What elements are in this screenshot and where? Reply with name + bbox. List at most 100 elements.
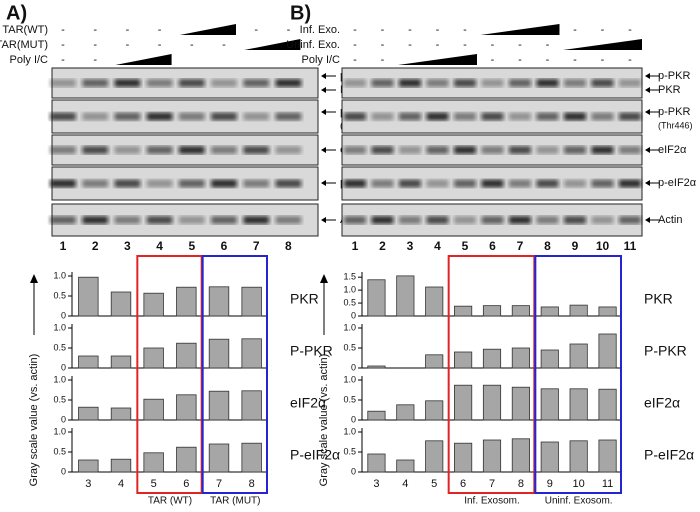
bar <box>454 442 473 473</box>
blot-band <box>146 146 173 154</box>
x-tick-label: 10 <box>573 478 585 490</box>
blot-band <box>82 179 109 188</box>
blot-band <box>619 79 641 87</box>
condition-sign: - <box>61 39 65 51</box>
blot-band <box>178 112 205 121</box>
bar <box>425 440 444 473</box>
blot-band <box>591 112 614 121</box>
blot-band <box>82 146 109 154</box>
bar <box>241 390 262 421</box>
y-tick-label: 0.5 <box>53 446 66 456</box>
blot-band <box>371 179 394 188</box>
bar <box>511 386 530 421</box>
dose-triangle <box>244 39 301 50</box>
bar <box>176 446 197 473</box>
blot-label: p-PKR <box>658 70 690 82</box>
condition-sign: - <box>353 39 357 51</box>
bar <box>540 388 559 421</box>
blot-band <box>50 216 76 224</box>
y-tick-label: 0 <box>61 466 66 476</box>
arrow-head <box>321 180 326 186</box>
lane-number: 2 <box>379 239 386 253</box>
x-tick-label: 5 <box>431 478 437 490</box>
x-tick-label: 4 <box>118 478 124 490</box>
blot-band <box>481 146 504 154</box>
condition-label: TAR(MUT) <box>0 39 48 51</box>
chart-title: P-PKR <box>644 343 687 359</box>
blot-band <box>591 79 614 87</box>
bar <box>176 342 197 369</box>
y-tick-label: 0 <box>61 362 66 372</box>
bar <box>569 388 588 421</box>
y-tick-label: 0 <box>351 362 356 372</box>
blot-band <box>371 79 394 87</box>
dose-triangle <box>480 24 560 35</box>
blot-band <box>371 216 394 224</box>
blot-band <box>619 179 641 188</box>
bar <box>482 305 502 317</box>
condition-sign: - <box>408 24 412 36</box>
blot-band <box>243 79 270 87</box>
bar <box>176 394 197 421</box>
bar <box>208 443 230 473</box>
blot-band <box>50 79 76 87</box>
panel-label: B) <box>290 2 311 24</box>
x-tick-label: 7 <box>216 478 222 490</box>
condition-sign: - <box>601 54 605 66</box>
condition-sign: - <box>546 54 550 66</box>
condition-label: Uninf. Exo. <box>286 39 340 51</box>
condition-sign: - <box>628 24 632 36</box>
x-tick-label: 3 <box>373 478 379 490</box>
blot-band <box>426 216 449 224</box>
blot-band <box>211 179 237 188</box>
lane-number: 5 <box>462 239 469 253</box>
bar <box>425 286 444 317</box>
bar <box>367 453 386 473</box>
y-tick-label: 0 <box>61 310 66 320</box>
blot-band <box>619 216 641 224</box>
blot-band <box>591 146 614 154</box>
y-tick-label: 0 <box>351 310 356 320</box>
bar <box>396 275 415 317</box>
bar <box>110 355 132 369</box>
arrow-head <box>645 217 650 223</box>
y-tick-label: 0.5 <box>343 446 356 456</box>
blot-band <box>591 179 614 188</box>
x-tick-label: 8 <box>518 478 524 490</box>
y-tick-label: 0.5 <box>53 342 66 352</box>
blot-band <box>536 79 559 87</box>
blot-band <box>509 112 531 121</box>
lane-number: 8 <box>544 239 551 253</box>
group-label: Uninf. Exosom. <box>545 496 613 507</box>
blot-band <box>275 79 302 87</box>
bar <box>511 305 530 317</box>
blot-band <box>211 146 237 154</box>
bar <box>540 349 559 369</box>
arrow-head <box>645 73 650 79</box>
blot-band <box>211 216 237 224</box>
bar <box>540 441 559 473</box>
arrow-head <box>645 180 650 186</box>
group-box <box>201 255 269 494</box>
blot-band <box>591 216 614 224</box>
condition-sign: - <box>463 39 467 51</box>
group-label: TAR (MUT) <box>210 496 260 507</box>
condition-sign: - <box>61 54 65 66</box>
bar <box>241 442 262 473</box>
dose-triangle <box>563 39 642 50</box>
blot-band <box>82 79 109 87</box>
blot-band <box>50 146 76 154</box>
condition-sign: - <box>381 24 385 36</box>
bar <box>110 458 132 473</box>
condition-sign: - <box>353 24 357 36</box>
bar <box>396 459 415 473</box>
bar <box>511 438 530 473</box>
blot-band <box>82 112 109 121</box>
group-label: TAR (WT) <box>148 496 192 507</box>
bar <box>208 390 230 421</box>
blot-band <box>619 146 641 154</box>
chart-title: P-eIF2α <box>644 447 694 463</box>
blot-band <box>371 146 394 154</box>
bar <box>208 286 230 317</box>
blot-label: (Thr446) <box>658 120 693 130</box>
